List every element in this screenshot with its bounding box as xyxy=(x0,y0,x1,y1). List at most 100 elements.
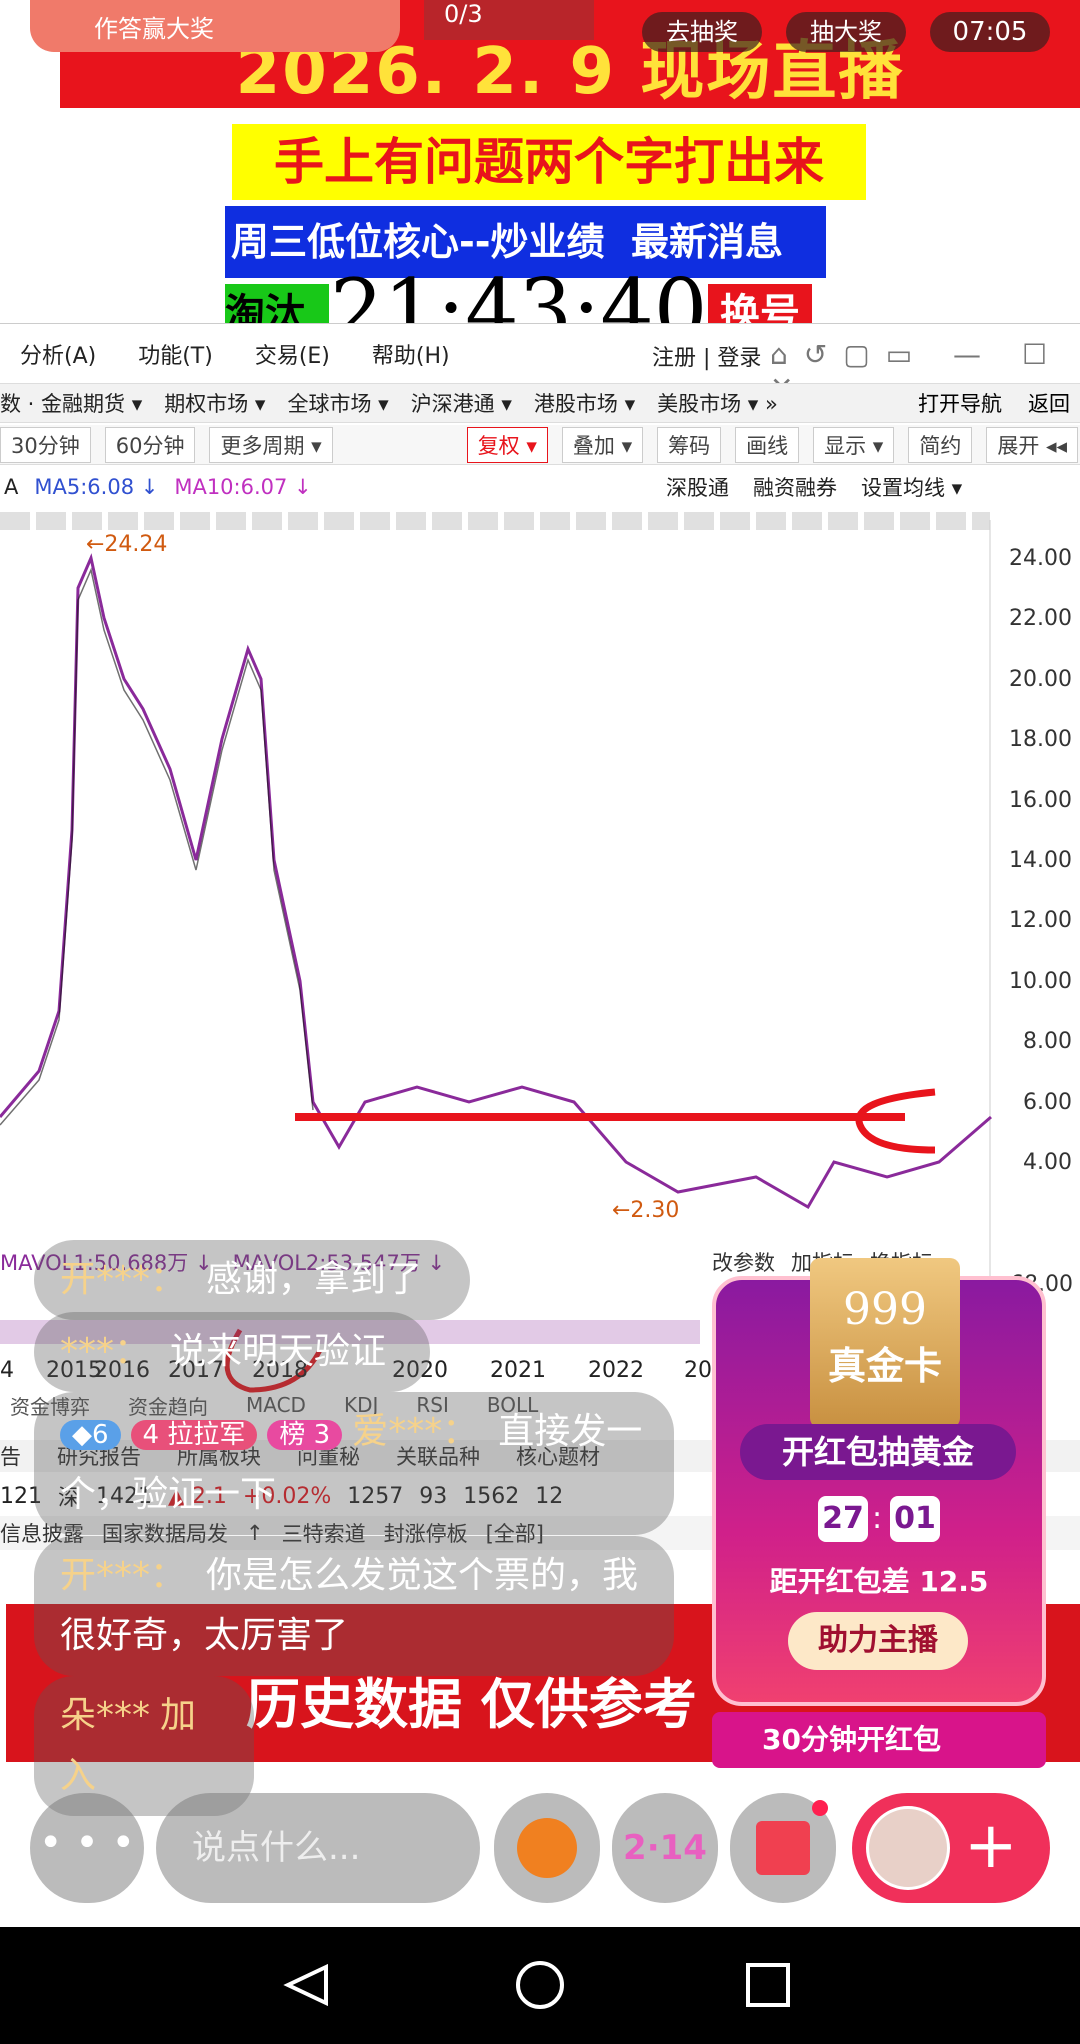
nav-links: 打开导航 返回 xyxy=(918,383,1070,423)
price-axis-label: 22.00 xyxy=(1009,606,1072,632)
host-avatar xyxy=(866,1806,950,1890)
quiz-pill[interactable]: 作答赢大奖 xyxy=(30,0,400,52)
news-item[interactable]: 三特索道 xyxy=(281,1522,366,1546)
indicator-tab[interactable]: 资金趋向 xyxy=(128,1394,208,1419)
price-axis: 24.00 22.00 20.00 18.00 16.00 14.00 12.00 10.00… xyxy=(0,512,1080,1232)
toolbar-button[interactable]: 筹码 xyxy=(657,426,722,463)
news-item[interactable]: 封涨停板 xyxy=(383,1522,468,1546)
toolbar-button[interactable]: 叠加 ▾ xyxy=(561,426,644,463)
menu-item[interactable]: 功能(T) xyxy=(138,344,213,369)
year-label: 2020 xyxy=(392,1358,448,1383)
toolbar-button[interactable]: 30分钟 xyxy=(0,426,91,463)
menu-bar: 分析(A) 功能(T) 交易(E) 帮助(H) xyxy=(20,335,1080,373)
chat-text: 直接发一个，验证一下 xyxy=(60,1411,643,1515)
price-axis-label: 6.00 xyxy=(1023,1089,1072,1115)
market-tab[interactable]: 沪深港通 ▾ xyxy=(410,392,512,416)
join-message: 朵*** 加入 xyxy=(34,1676,254,1816)
right-tag: 换号 xyxy=(708,284,812,328)
join-user: 朵*** xyxy=(60,1695,151,1736)
chat-user: 开***： xyxy=(60,1555,187,1596)
price-axis-label: 18.00 xyxy=(1009,727,1072,753)
gift-dot xyxy=(812,1800,828,1816)
fan-badge: 4 拉拉军 xyxy=(130,1420,258,1450)
toolbar-button[interactable]: 展开 ◂◂ xyxy=(986,426,1079,463)
indicator-tab[interactable]: 资金博弈 xyxy=(10,1394,90,1419)
card-name: 真金卡 xyxy=(827,1343,942,1388)
price-axis-label: 16.00 xyxy=(1009,787,1072,813)
disclaimer: 历史数据 仅供参考 xyxy=(246,1673,697,1736)
info-tab[interactable]: 告 xyxy=(0,1445,21,1469)
chart-link[interactable]: 融资融券 xyxy=(753,476,837,500)
info-tab[interactable]: 核心题材 xyxy=(516,1445,600,1469)
emoji-button[interactable] xyxy=(494,1793,600,1903)
year-label: 4 xyxy=(0,1358,14,1383)
market-tab[interactable]: 期权市场 ▾ xyxy=(164,392,266,416)
comment-input[interactable]: 说点什么... xyxy=(156,1793,480,1903)
recents-button[interactable] xyxy=(746,1963,790,2007)
price-axis-label: 4.00 xyxy=(1023,1150,1072,1175)
prize-button[interactable]: 抽大奖 xyxy=(786,12,906,52)
chat-message: 开***： 感谢，拿到了 xyxy=(34,1240,470,1320)
blurred-row xyxy=(0,512,990,530)
news-item[interactable]: 信息披露 xyxy=(0,1522,84,1546)
year-label: 2016 xyxy=(94,1358,150,1383)
event-button[interactable]: 2·14 xyxy=(612,1793,718,1903)
menu-item[interactable]: 帮助(H) xyxy=(371,344,450,369)
market-tab[interactable]: 数 · 金融期货 ▾ xyxy=(0,392,143,416)
chart-link[interactable]: 设置均线 ▾ xyxy=(861,476,963,500)
menu-item[interactable]: 分析(A) xyxy=(20,344,97,369)
nav-link[interactable]: 打开导航 xyxy=(918,392,1002,416)
more-button[interactable]: • • • xyxy=(30,1793,144,1903)
toolbar-button[interactable]: 显示 ▾ xyxy=(813,426,895,463)
year-label: 2015 xyxy=(46,1358,102,1383)
nav-link[interactable]: 返回 xyxy=(1028,392,1070,416)
volume-tool[interactable]: 改参数 xyxy=(712,1251,775,1275)
indicator-tab[interactable]: MACD xyxy=(246,1393,306,1417)
indicator-tab[interactable]: BOLL xyxy=(486,1393,539,1417)
toolbar-button[interactable]: 更多周期 ▾ xyxy=(209,426,333,463)
indicator-tab[interactable]: RSI xyxy=(416,1393,449,1417)
chart-link[interactable]: 深股通 xyxy=(666,476,729,500)
info-tab[interactable]: 关联品种 xyxy=(396,1445,480,1469)
news-item[interactable]: ↑ xyxy=(246,1521,264,1545)
red-packet-title: 开红包抽黄金 xyxy=(740,1424,1016,1480)
toolbar-button[interactable]: 60分钟 xyxy=(104,426,196,463)
year-label: 20 xyxy=(684,1358,712,1383)
gold-card: 999 真金卡 xyxy=(810,1258,960,1428)
volume-bars xyxy=(0,1320,700,1344)
market-tab[interactable]: 港股市场 ▾ xyxy=(533,392,636,416)
year-label: 2018 xyxy=(252,1358,308,1383)
volume-indicator: MAVOL1:50.688万 ↓ xyxy=(0,1251,213,1275)
lottery-button[interactable]: 去抽奖 xyxy=(642,12,762,52)
toolbar-button[interactable]: 复权 ▾ xyxy=(466,426,548,463)
chat-user: ***： xyxy=(60,1331,151,1372)
nav-icons xyxy=(283,1961,790,2009)
market-tab[interactable]: 全球市场 ▾ xyxy=(287,392,389,416)
toolbar: 30分钟 60分钟 更多周期 ▾ 复权 ▾ 叠加 ▾ 筹码 画线 显示 ▾ 简约 展开 ◂◂ xyxy=(0,425,1080,465)
timer: 07:05 xyxy=(930,12,1050,52)
toolbar-button[interactable]: 画线 xyxy=(735,426,800,463)
chat-user: 爱***： xyxy=(352,1411,479,1452)
system-nav-bar xyxy=(0,1927,1080,2044)
market-tab[interactable]: 美股市场 ▾ » xyxy=(657,392,778,416)
year-label: 2021 xyxy=(490,1358,546,1383)
market-tabs: 数 · 金融期货 ▾ 期权市场 ▾ 全球市场 ▾ 沪深港通 ▾ 港股市场 ▾ 美股市场 ▾… xyxy=(0,383,1080,423)
back-button[interactable] xyxy=(283,1963,328,2007)
news-item[interactable]: 国家数据局发 xyxy=(102,1522,228,1546)
price-axis-label: 8.00 xyxy=(1023,1029,1072,1055)
ticker-field: 1257 xyxy=(347,1483,404,1509)
menu-item[interactable]: 交易(E) xyxy=(254,344,330,369)
level: 6 xyxy=(92,1420,109,1450)
red-packet-footer[interactable]: 30分钟开红包 xyxy=(712,1712,1046,1768)
price-line-shadow xyxy=(0,567,314,1126)
join-text: 加入 xyxy=(60,1695,197,1796)
ticker-row: 121 深 1421 ▲ 2.1 +0.02% 1257 93 1562 12 xyxy=(0,1478,1080,1514)
news-item[interactable]: [全部] xyxy=(485,1522,544,1546)
login[interactable]: 注册 | 登录 xyxy=(652,346,762,371)
support-button[interactable]: 助力主播 xyxy=(788,1612,968,1670)
seconds: 01 xyxy=(890,1496,940,1542)
ticker-field: +0.02% xyxy=(242,1483,332,1509)
indicator-tab[interactable]: KDJ xyxy=(343,1393,379,1417)
home-button[interactable] xyxy=(516,1961,564,2009)
toolbar-button[interactable]: 简约 xyxy=(908,426,973,463)
